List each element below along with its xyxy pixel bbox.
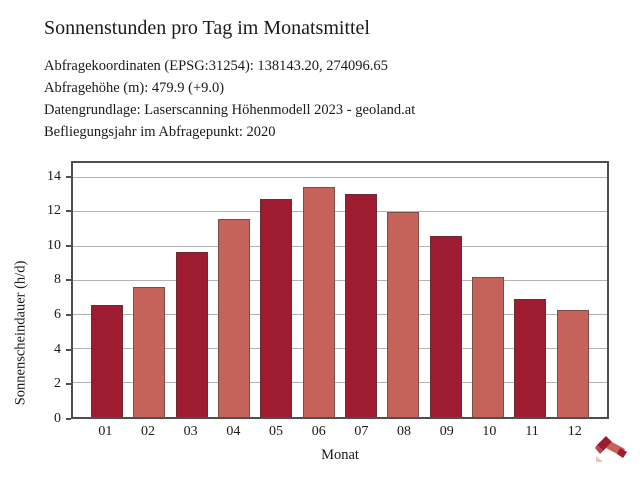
logo-dark-band	[597, 436, 612, 451]
y-tick-label-2: 2	[54, 376, 61, 392]
x-tick-label-04: 04	[226, 424, 241, 439]
bar-month-06	[302, 186, 335, 417]
y-tick-mark-0	[66, 418, 71, 420]
plot-area	[71, 161, 609, 419]
info-line-flightyear: Befliegungsjahr im Abfragepunkt: 2020	[44, 124, 276, 140]
bar-slot-06	[298, 163, 340, 417]
y-tick-label-4: 4	[54, 341, 61, 357]
gridline-y-2	[73, 381, 607, 383]
bar-slot-10	[467, 163, 509, 417]
x-tick-label-08: 08	[397, 424, 412, 439]
y-tick-mark-12	[66, 210, 71, 213]
bar-month-12	[556, 309, 589, 417]
x-tick-label-07: 07	[354, 424, 369, 439]
bar-month-09	[429, 236, 462, 417]
gridline-y-4	[73, 347, 607, 349]
gridline-y-10	[73, 245, 607, 247]
x-tick-label-12: 12	[567, 424, 582, 439]
bar-series	[73, 163, 607, 417]
y-tick-mark-8	[66, 279, 71, 282]
y-tick-label-6: 6	[54, 307, 61, 323]
x-tick-label-03: 03	[183, 424, 198, 439]
bar-slot-08	[382, 163, 424, 417]
bar-month-02	[133, 287, 166, 417]
y-tick-label-0: 0	[54, 411, 61, 426]
y-tick-mark-2	[66, 383, 71, 386]
bar-slot-12	[552, 163, 594, 417]
bar-slot-07	[340, 163, 382, 417]
y-tick-mark-4	[66, 348, 71, 351]
y-tick-label-8: 8	[54, 272, 61, 288]
gridline-y-6	[73, 313, 607, 315]
logo-pale-triangle	[596, 456, 603, 462]
gridline-y-14	[73, 177, 607, 179]
logo-mid-fold	[595, 445, 603, 454]
logo-dark-tip	[617, 448, 627, 458]
gridline-y-12	[73, 211, 607, 213]
bar-slot-01	[86, 163, 128, 417]
y-tick-mark-6	[66, 314, 71, 317]
y-tick-label-12: 12	[47, 203, 61, 219]
gridline-y-8	[73, 279, 607, 281]
bar-slot-02	[128, 163, 170, 417]
y-axis: 0 2 4 6 8 10 12 14	[0, 161, 71, 426]
info-line-coordinates: Abfragekoordinaten (EPSG:31254): 138143.…	[44, 58, 388, 74]
bar-month-11	[514, 299, 547, 417]
x-tick-label-01: 01	[98, 424, 113, 439]
bar-month-08	[387, 212, 420, 417]
x-tick-label-09: 09	[439, 424, 454, 439]
y-tick-label-14: 14	[47, 168, 61, 184]
bar-slot-03	[171, 163, 213, 417]
bar-month-04	[218, 219, 251, 417]
bar-month-10	[472, 277, 505, 417]
bar-month-03	[175, 251, 208, 417]
bar-slot-04	[213, 163, 255, 417]
geoland-logo-icon	[595, 436, 627, 462]
x-axis-label: Monat	[321, 447, 359, 463]
bar-slot-05	[255, 163, 297, 417]
bar-slot-09	[425, 163, 467, 417]
bar-month-01	[91, 304, 124, 417]
info-line-elevation: Abfragehöhe (m): 479.9 (+9.0)	[44, 80, 225, 96]
y-tick-label-10: 10	[47, 237, 61, 253]
x-axis: 01 02 03 04 05 06 07 08 09 10 11 12	[71, 424, 609, 440]
bar-month-05	[260, 198, 293, 417]
x-tick-label-02: 02	[141, 424, 155, 439]
y-tick-mark-14	[66, 175, 71, 178]
x-tick-label-10: 10	[482, 424, 497, 439]
y-tick-mark-10	[66, 244, 71, 247]
x-tick-label-05: 05	[269, 424, 284, 439]
bar-slot-11	[509, 163, 551, 417]
x-tick-label-11: 11	[525, 424, 539, 439]
x-tick-label-06: 06	[311, 424, 326, 439]
chart-title: Sonnenstunden pro Tag im Monatsmittel	[44, 17, 370, 39]
info-line-datasource: Datengrundlage: Laserscanning Höhenmodel…	[44, 102, 416, 118]
bar-month-07	[345, 193, 378, 417]
chart-subtitle-block: Abfragekoordinaten (EPSG:31254): 138143.…	[44, 55, 415, 143]
